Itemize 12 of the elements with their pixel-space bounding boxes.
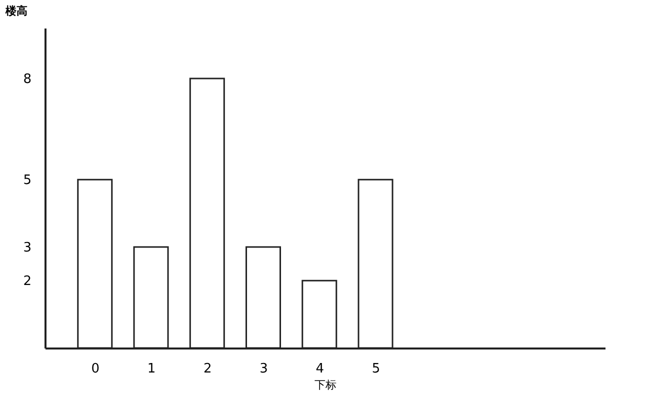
x-axis-title: 下标 bbox=[314, 378, 336, 392]
y-tick-label: 2 bbox=[23, 274, 32, 290]
y-axis-title: 楼高 bbox=[4, 4, 28, 18]
y-tick-label: 8 bbox=[23, 72, 32, 88]
y-tick-label: 3 bbox=[23, 240, 32, 256]
x-tick-label: 2 bbox=[204, 362, 212, 376]
x-tick-label: 3 bbox=[260, 362, 268, 376]
x-tick-label: 0 bbox=[91, 362, 100, 376]
x-tick-label: 1 bbox=[147, 362, 156, 376]
y-tick-label: 5 bbox=[23, 173, 32, 188]
x-tick-label: 4 bbox=[316, 362, 324, 376]
x-tick-label: 5 bbox=[372, 362, 380, 376]
